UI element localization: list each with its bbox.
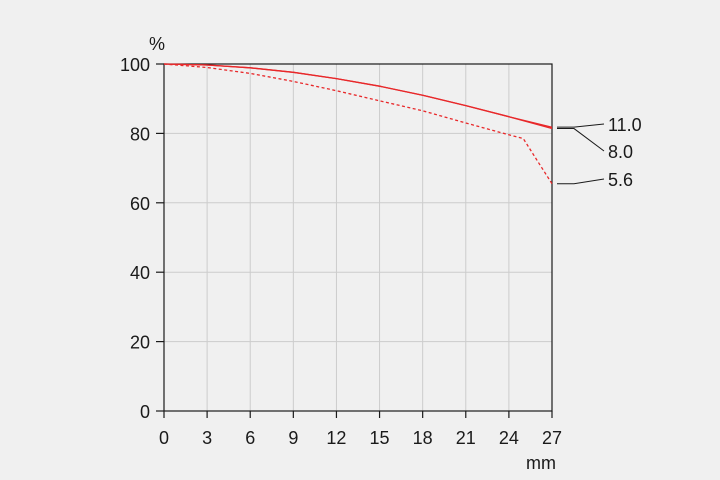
series-layer xyxy=(163,63,553,185)
x-tick-label: 27 xyxy=(542,428,562,448)
legend-layer: 11.0 8.0 5.6 xyxy=(557,115,642,190)
x-tick-label: 24 xyxy=(499,428,519,448)
legend-label: 8.0 xyxy=(608,142,633,162)
x-tick-label: 3 xyxy=(202,428,212,448)
y-tick-label: 40 xyxy=(130,263,150,283)
y-tick-label: 0 xyxy=(140,402,150,422)
series-line-11-0 xyxy=(163,63,553,128)
legend-leader-line xyxy=(557,123,605,128)
grid-layer xyxy=(164,64,552,411)
y-unit-label: % xyxy=(149,34,165,54)
legend-leader-line xyxy=(557,178,605,185)
x-tick-label: 9 xyxy=(288,428,298,448)
legend-label: 5.6 xyxy=(608,170,633,190)
legend-leader-line xyxy=(557,128,605,152)
ticks-layer: 0 3 6 9 12 15 18 21 24 27 0 20 40 60 80 100 xyxy=(120,55,562,448)
x-tick-label: 0 xyxy=(159,428,169,448)
y-tick-label: 80 xyxy=(130,124,150,144)
series-line-8-0 xyxy=(163,63,553,130)
x-tick-label: 15 xyxy=(370,428,390,448)
y-tick-label: 60 xyxy=(130,194,150,214)
x-unit-label: mm xyxy=(526,453,556,473)
series-line-5-6 xyxy=(163,63,553,185)
y-tick-label: 100 xyxy=(120,55,150,75)
x-tick-label: 21 xyxy=(456,428,476,448)
x-tick-label: 18 xyxy=(413,428,433,448)
x-tick-label: 6 xyxy=(245,428,255,448)
y-tick-label: 20 xyxy=(130,333,150,353)
plot-frame xyxy=(163,63,553,412)
x-tick-label: 12 xyxy=(326,428,346,448)
legend-label: 11.0 xyxy=(608,115,642,135)
